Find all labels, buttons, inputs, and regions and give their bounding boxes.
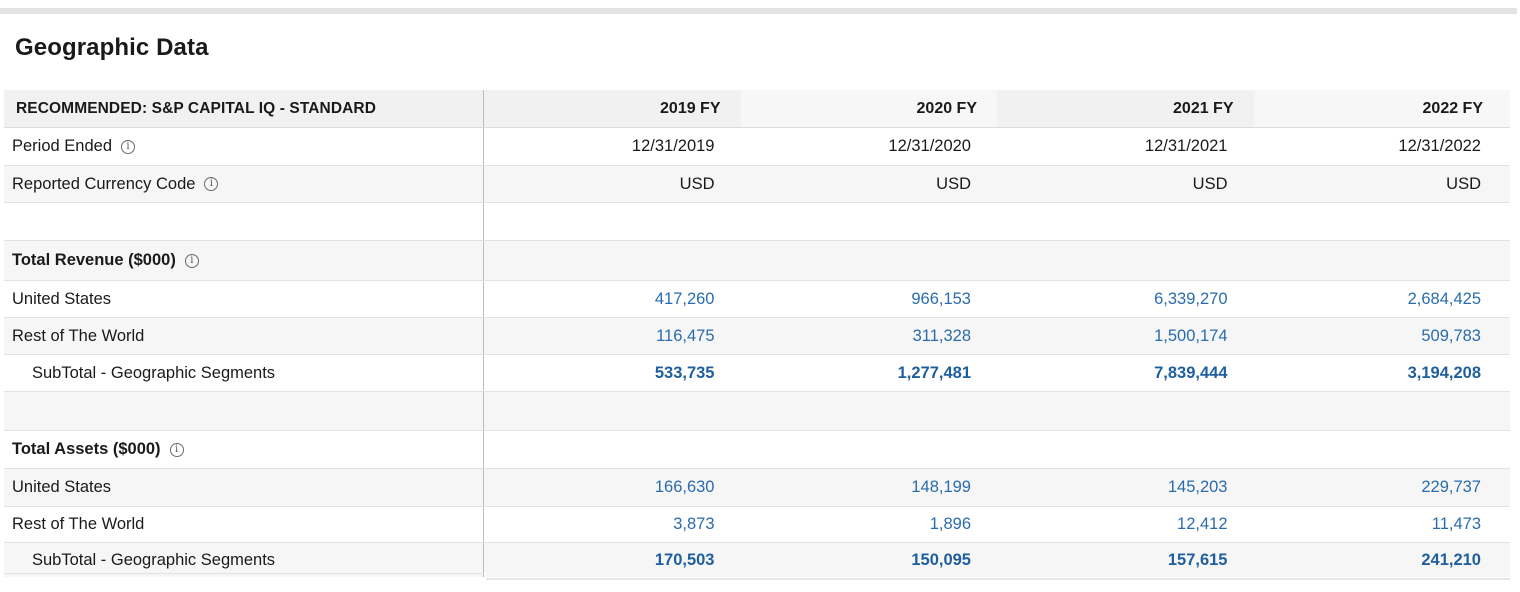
assets-subtotal-2022[interactable]: 241,210 bbox=[1421, 550, 1481, 569]
section-row-total-revenue: Total Revenue ($000) i bbox=[4, 241, 1510, 281]
column-header-2019[interactable]: 2019 FY bbox=[484, 90, 741, 127]
column-header-2022[interactable]: 2022 FY bbox=[1253, 90, 1510, 127]
spacer-row bbox=[4, 203, 1510, 241]
spacer-cell bbox=[4, 203, 484, 240]
info-icon[interactable]: i bbox=[184, 253, 199, 268]
data-source-label: RECOMMENDED: S&P CAPITAL IQ - STANDARD bbox=[4, 90, 484, 127]
total-revenue-label: Total Revenue ($000) bbox=[12, 251, 176, 269]
revenue-us-2020[interactable]: 966,153 bbox=[911, 289, 971, 308]
row-label: Rest of The World bbox=[4, 507, 484, 542]
revenue-subtotal-2021[interactable]: 7,839,444 bbox=[1154, 363, 1228, 382]
assets-us-2020[interactable]: 148,199 bbox=[911, 478, 971, 496]
total-assets-label: Total Assets ($000) bbox=[12, 440, 161, 458]
period-ended-2019: 12/31/2019 bbox=[631, 137, 715, 155]
assets-us-2021[interactable]: 145,203 bbox=[1167, 478, 1228, 496]
row-label: SubTotal - Geographic Segments bbox=[4, 355, 484, 391]
divider bbox=[4, 573, 484, 574]
geographic-data-table: RECOMMENDED: S&P CAPITAL IQ - STANDARD 2… bbox=[4, 90, 1510, 577]
revenue-us-2019[interactable]: 417,260 bbox=[654, 289, 715, 308]
revenue-row-2019[interactable]: 116,475 bbox=[656, 326, 715, 345]
subtotal-row-assets: SubTotal - Geographic Segments 170,503 1… bbox=[4, 543, 1510, 577]
row-label: Rest of The World bbox=[4, 318, 484, 354]
row-label: Period Ended i bbox=[4, 128, 484, 165]
info-icon[interactable]: i bbox=[121, 139, 135, 154]
horizontal-scrollbar[interactable] bbox=[486, 578, 1510, 580]
period-ended-label: Period Ended bbox=[12, 137, 112, 155]
column-header-2020[interactable]: 2020 FY bbox=[740, 90, 997, 127]
table-header-row: RECOMMENDED: S&P CAPITAL IQ - STANDARD 2… bbox=[4, 90, 1510, 128]
table-row-currency: Reported Currency Code i USD USD USD USD bbox=[4, 166, 1510, 203]
assets-subtotal-2021[interactable]: 157,615 bbox=[1167, 550, 1228, 569]
table-row: United States 417,260 966,153 6,339,270 … bbox=[4, 281, 1510, 318]
row-label: United States bbox=[4, 281, 484, 317]
revenue-subtotal-2022[interactable]: 3,194,208 bbox=[1407, 363, 1481, 382]
section-row-total-assets: Total Assets ($000) i bbox=[4, 431, 1510, 469]
assets-us-2019[interactable]: 166,630 bbox=[654, 478, 715, 496]
revenue-subtotal-2020[interactable]: 1,277,481 bbox=[897, 363, 971, 382]
table-row: United States 166,630 148,199 145,203 22… bbox=[4, 469, 1510, 507]
top-divider bbox=[0, 8, 1517, 14]
period-ended-2022: 12/31/2022 bbox=[1398, 137, 1481, 155]
row-label: Total Revenue ($000) i bbox=[4, 241, 484, 280]
subtotal-row-revenue: SubTotal - Geographic Segments 533,735 1… bbox=[4, 355, 1510, 392]
spacer-cell bbox=[4, 392, 484, 430]
table-row: Rest of The World 116,475 311,328 1,500,… bbox=[4, 318, 1510, 355]
table-row-period-ended: Period Ended i 12/31/2019 12/31/2020 12/… bbox=[4, 128, 1510, 166]
row-label: United States bbox=[4, 469, 484, 506]
info-icon[interactable]: i bbox=[169, 442, 184, 457]
currency-2022: USD bbox=[1446, 174, 1481, 193]
row-label: Reported Currency Code i bbox=[4, 166, 484, 202]
revenue-us-2022[interactable]: 2,684,425 bbox=[1407, 289, 1481, 308]
assets-us-2022[interactable]: 229,737 bbox=[1421, 478, 1481, 496]
revenue-row-2020[interactable]: 311,328 bbox=[912, 326, 971, 345]
assets-row-2021[interactable]: 12,412 bbox=[1177, 515, 1228, 533]
currency-2019: USD bbox=[679, 174, 715, 193]
currency-2020: USD bbox=[936, 174, 971, 193]
revenue-us-2021[interactable]: 6,339,270 bbox=[1154, 289, 1228, 308]
row-label: SubTotal - Geographic Segments bbox=[4, 543, 484, 577]
assets-subtotal-2020[interactable]: 150,095 bbox=[911, 550, 971, 569]
currency-2021: USD bbox=[1192, 174, 1228, 193]
assets-subtotal-2019[interactable]: 170,503 bbox=[654, 550, 715, 569]
revenue-subtotal-2019[interactable]: 533,735 bbox=[654, 363, 715, 382]
revenue-row-2022[interactable]: 509,783 bbox=[1421, 326, 1481, 345]
assets-row-2019[interactable]: 3,873 bbox=[673, 515, 715, 533]
spacer-row bbox=[4, 392, 1510, 431]
assets-row-2020[interactable]: 1,896 bbox=[929, 515, 971, 533]
period-ended-2020: 12/31/2020 bbox=[888, 137, 971, 155]
page-title: Geographic Data bbox=[15, 34, 209, 61]
table-row: Rest of The World 3,873 1,896 12,412 11,… bbox=[4, 507, 1510, 543]
info-icon[interactable]: i bbox=[204, 177, 219, 191]
period-ended-2021: 12/31/2021 bbox=[1144, 137, 1228, 155]
column-header-2021[interactable]: 2021 FY bbox=[997, 90, 1254, 127]
row-label: Total Assets ($000) i bbox=[4, 431, 484, 468]
currency-label: Reported Currency Code bbox=[12, 174, 196, 193]
revenue-row-2021[interactable]: 1,500,174 bbox=[1154, 326, 1228, 345]
assets-row-2022[interactable]: 11,473 bbox=[1431, 515, 1481, 533]
